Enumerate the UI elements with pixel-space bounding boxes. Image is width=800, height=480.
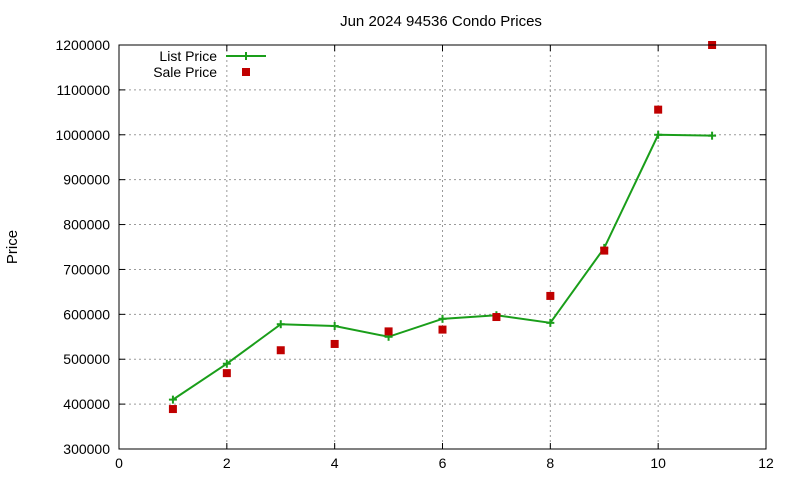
x-tick-label: 0 (115, 455, 123, 471)
sale-price-point (654, 105, 663, 114)
y-tick-label: 1100000 (57, 82, 111, 98)
legend-label-list-price: List Price (159, 48, 217, 64)
list-price-line (172, 133, 713, 401)
x-tick-label: 8 (546, 455, 554, 471)
list-price-point (222, 359, 231, 368)
sale-price-point (330, 339, 339, 348)
x-tick-label: 10 (650, 455, 666, 471)
sale-price-point (546, 291, 555, 300)
y-tick-label: 1000000 (55, 127, 110, 143)
sale-price-point (600, 246, 609, 255)
y-axis-label: Price (4, 230, 21, 264)
legend-marker-list-price (242, 52, 250, 60)
plot-frame (118, 44, 767, 450)
y-tick-label: 600000 (63, 306, 110, 322)
legend-entry-sale-price: Sale Price (153, 64, 250, 80)
sale-price-point (168, 405, 177, 414)
x-tick-label: 4 (331, 455, 339, 471)
sale-price-point (276, 346, 285, 355)
legend-entry-list-price: List Price (159, 48, 266, 64)
list-price-point (438, 314, 447, 323)
y-tick-label: 500000 (63, 351, 110, 367)
list-price-point (708, 131, 717, 140)
legend-label-sale-price: Sale Price (153, 64, 217, 80)
y-tick-label: 1200000 (55, 37, 110, 53)
sale-price-point (222, 369, 231, 378)
x-tick-label: 2 (223, 455, 231, 471)
sale-price-point (384, 327, 393, 336)
y-tick-label: 800000 (63, 217, 110, 233)
chart-title: Jun 2024 94536 Condo Prices (340, 13, 542, 30)
axis-ticks: 300000 400000 500000 600000 700000 800000 9000… (55, 37, 774, 471)
sale-price-point (438, 325, 447, 334)
list-price-point (546, 318, 555, 327)
grid (119, 45, 766, 449)
x-tick-label: 12 (758, 455, 774, 471)
y-tick-label: 700000 (63, 261, 110, 277)
sale-price-point (492, 313, 501, 322)
y-tick-label: 900000 (63, 172, 110, 188)
list-price-point (330, 322, 339, 331)
list-price-point (168, 395, 177, 404)
list-price-point (276, 320, 285, 329)
y-tick-label: 300000 (63, 441, 110, 457)
plot-series (168, 41, 717, 414)
list-price-point (654, 130, 663, 139)
x-tick-label: 6 (439, 455, 447, 471)
legend-marker-sale-price (242, 68, 250, 76)
y-tick-label: 400000 (63, 396, 110, 412)
